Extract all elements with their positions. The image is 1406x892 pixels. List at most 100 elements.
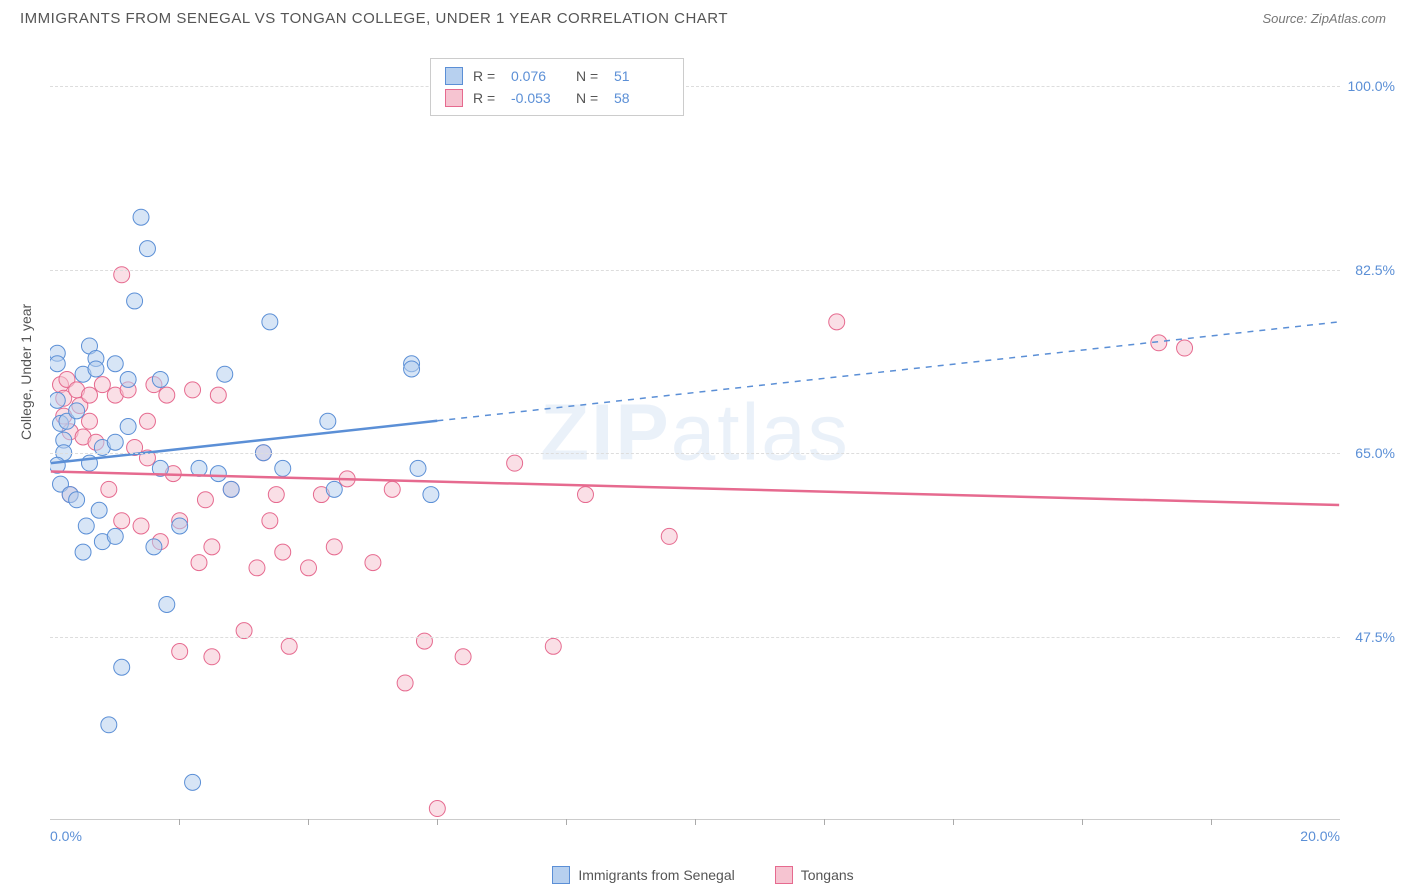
y-tick-label: 47.5%	[1355, 629, 1395, 645]
legend-label-senegal: Immigrants from Senegal	[578, 867, 734, 883]
data-point-senegal	[114, 659, 130, 675]
data-point-senegal	[69, 403, 85, 419]
data-point-tongan	[262, 513, 278, 529]
grid-line	[50, 453, 1340, 454]
x-tick	[824, 819, 825, 825]
data-point-tongan	[397, 675, 413, 691]
data-point-senegal	[120, 419, 136, 435]
data-point-senegal	[410, 460, 426, 476]
data-point-tongan	[365, 555, 381, 571]
data-point-senegal	[50, 392, 65, 408]
data-point-tongan	[281, 638, 297, 654]
data-point-tongan	[114, 513, 130, 529]
data-point-tongan	[301, 560, 317, 576]
grid-line	[50, 86, 1340, 87]
data-point-tongan	[275, 544, 291, 560]
x-tick	[953, 819, 954, 825]
n-value-senegal: 51	[614, 65, 669, 87]
data-point-tongan	[384, 481, 400, 497]
data-point-tongan	[326, 539, 342, 555]
swatch-tongan	[775, 866, 793, 884]
x-tick	[437, 819, 438, 825]
data-point-tongan	[101, 481, 117, 497]
data-point-senegal	[127, 293, 143, 309]
y-tick-label: 82.5%	[1355, 262, 1395, 278]
swatch-senegal	[445, 67, 463, 85]
x-axis-max-label: 20.0%	[1300, 828, 1340, 844]
y-tick-label: 100.0%	[1348, 78, 1395, 94]
data-point-tongan	[185, 382, 201, 398]
data-point-tongan	[507, 455, 523, 471]
x-tick	[179, 819, 180, 825]
data-point-senegal	[185, 774, 201, 790]
data-point-senegal	[75, 544, 91, 560]
data-point-senegal	[88, 361, 104, 377]
source-name: ZipAtlas.com	[1311, 11, 1386, 26]
data-point-senegal	[210, 466, 226, 482]
data-point-senegal	[326, 481, 342, 497]
n-label: N =	[576, 87, 604, 109]
r-label: R =	[473, 65, 501, 87]
y-axis-title: College, Under 1 year	[18, 304, 34, 440]
data-point-tongan	[661, 528, 677, 544]
x-axis-min-label: 0.0%	[50, 828, 82, 844]
r-value-tongan: -0.053	[511, 87, 566, 109]
data-point-senegal	[107, 434, 123, 450]
series-legend: Immigrants from Senegal Tongans	[0, 866, 1406, 884]
data-point-senegal	[139, 241, 155, 257]
grid-line	[50, 637, 1340, 638]
swatch-senegal	[552, 866, 570, 884]
data-point-tongan	[268, 487, 284, 503]
legend-row-senegal: R = 0.076 N = 51	[445, 65, 669, 87]
legend-label-tongan: Tongans	[801, 867, 854, 883]
x-tick	[695, 819, 696, 825]
data-point-senegal	[191, 460, 207, 476]
grid-line	[50, 270, 1340, 271]
data-point-tongan	[249, 560, 265, 576]
data-point-tongan	[172, 644, 188, 660]
scatter-svg	[50, 55, 1340, 819]
r-value-senegal: 0.076	[511, 65, 566, 87]
data-point-tongan	[139, 413, 155, 429]
data-point-tongan	[455, 649, 471, 665]
data-point-tongan	[1177, 340, 1193, 356]
trend-line-tongan	[51, 472, 1339, 505]
data-point-tongan	[545, 638, 561, 654]
data-point-senegal	[133, 209, 149, 225]
data-point-tongan	[429, 801, 445, 817]
data-point-tongan	[133, 518, 149, 534]
data-point-tongan	[191, 555, 207, 571]
data-point-senegal	[101, 717, 117, 733]
legend-item-tongan: Tongans	[775, 866, 854, 884]
correlation-legend: R = 0.076 N = 51 R = -0.053 N = 58	[430, 58, 684, 116]
data-point-tongan	[416, 633, 432, 649]
data-point-senegal	[107, 528, 123, 544]
x-tick	[308, 819, 309, 825]
y-tick-label: 65.0%	[1355, 445, 1395, 461]
data-point-senegal	[69, 492, 85, 508]
data-point-senegal	[423, 487, 439, 503]
data-point-senegal	[159, 596, 175, 612]
legend-item-senegal: Immigrants from Senegal	[552, 866, 734, 884]
data-point-tongan	[204, 539, 220, 555]
data-point-senegal	[172, 518, 188, 534]
chart-title: IMMIGRANTS FROM SENEGAL VS TONGAN COLLEG…	[20, 10, 728, 27]
data-point-senegal	[91, 502, 107, 518]
data-point-tongan	[204, 649, 220, 665]
data-point-senegal	[223, 481, 239, 497]
data-point-tongan	[82, 413, 98, 429]
data-point-senegal	[107, 356, 123, 372]
n-label: N =	[576, 65, 604, 87]
data-point-senegal	[146, 539, 162, 555]
data-point-senegal	[152, 371, 168, 387]
data-point-tongan	[159, 387, 175, 403]
data-point-senegal	[120, 371, 136, 387]
data-point-tongan	[210, 387, 226, 403]
data-point-senegal	[262, 314, 278, 330]
data-point-senegal	[50, 356, 65, 372]
r-label: R =	[473, 87, 501, 109]
chart-plot-area: ZIPatlas 47.5%65.0%82.5%100.0% 0.0% 20.0…	[50, 55, 1340, 820]
data-point-tongan	[197, 492, 213, 508]
x-tick	[566, 819, 567, 825]
data-point-senegal	[320, 413, 336, 429]
